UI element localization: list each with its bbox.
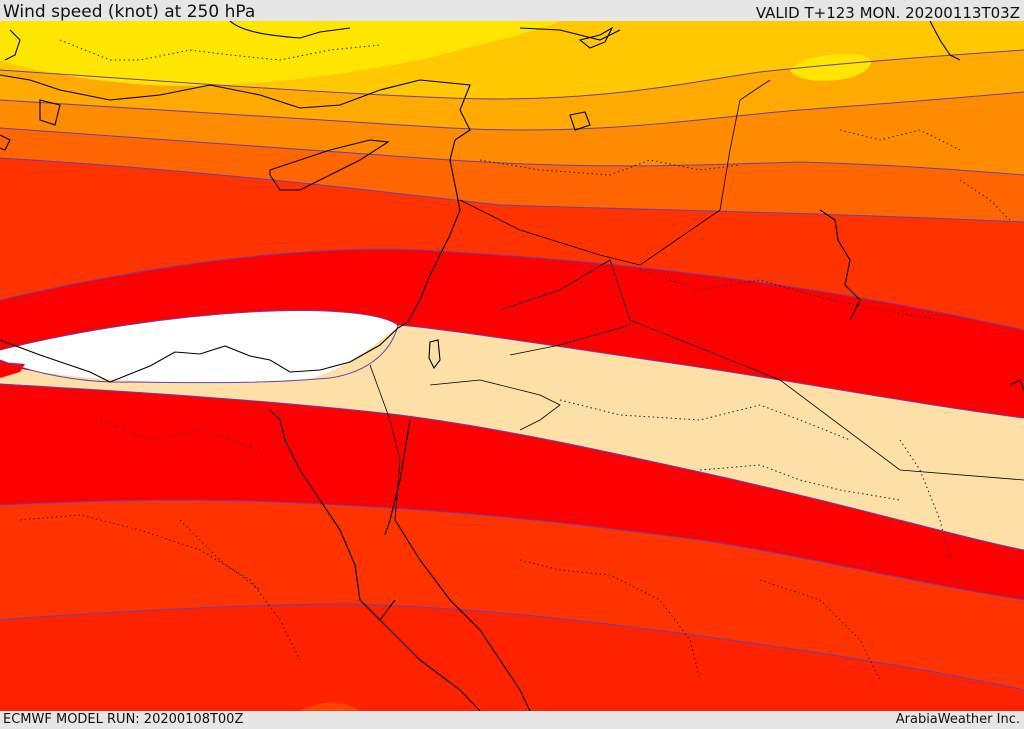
band-dark-orange-bottom — [300, 702, 360, 711]
model-run: ECMWF MODEL RUN: 20200108T00Z — [3, 712, 244, 727]
borders — [369, 79, 1024, 521]
band-red-lower — [0, 384, 1024, 600]
band-yellow-patch — [790, 54, 871, 81]
band-red-lower-2 — [0, 604, 1024, 711]
band-red-left-spur — [0, 362, 25, 378]
footer-bar: ECMWF MODEL RUN: 20200108T00Z ArabiaWeat… — [0, 711, 1024, 729]
band-white-core — [0, 310, 398, 383]
map-title: Wind speed (knot) at 250 hPa — [3, 2, 256, 22]
credit: ArabiaWeather Inc. — [895, 712, 1020, 727]
wind-speed-map — [0, 21, 1024, 711]
valid-time: VALID T+123 MON. 20200113T03Z — [755, 4, 1020, 22]
header-bar: Wind speed (knot) at 250 hPa VALID T+123… — [0, 0, 1024, 22]
band-yellow — [0, 21, 560, 86]
band-peach — [0, 325, 1024, 550]
province-boundaries — [19, 39, 1011, 681]
